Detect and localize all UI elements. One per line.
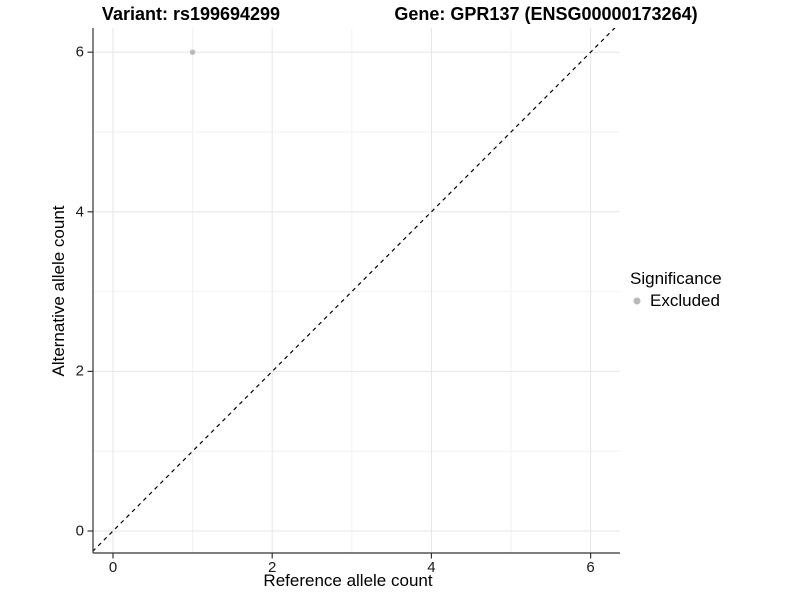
- legend-point-icon: [630, 294, 643, 307]
- x-axis-title: Reference allele count: [263, 571, 433, 590]
- y-tick-label: 6: [75, 43, 84, 61]
- x-tick-label: 6: [586, 559, 595, 576]
- y-tick-label: 0: [75, 522, 84, 540]
- legend: Significance Excluded: [630, 268, 722, 311]
- gene-title: Gene: GPR137 (ENSG00000173264): [394, 4, 698, 24]
- legend-item-excluded: Excluded: [630, 290, 722, 311]
- x-tick-label: 4: [427, 559, 436, 576]
- y-tick-label: 4: [75, 203, 84, 221]
- data-point[interactable]: [189, 49, 196, 55]
- legend-item-label: Excluded: [650, 291, 720, 310]
- y-tick-label: 2: [75, 362, 84, 380]
- identity-reference-line: [93, 28, 616, 552]
- legend-title: Significance: [630, 269, 722, 288]
- legend-items: Excluded: [630, 290, 722, 311]
- x-tick-label: 0: [108, 559, 118, 576]
- y-axis-title: Alternative allele count: [49, 204, 68, 377]
- variant-title: Variant: rs199694299: [101, 4, 281, 24]
- x-tick-label: 2: [268, 559, 277, 576]
